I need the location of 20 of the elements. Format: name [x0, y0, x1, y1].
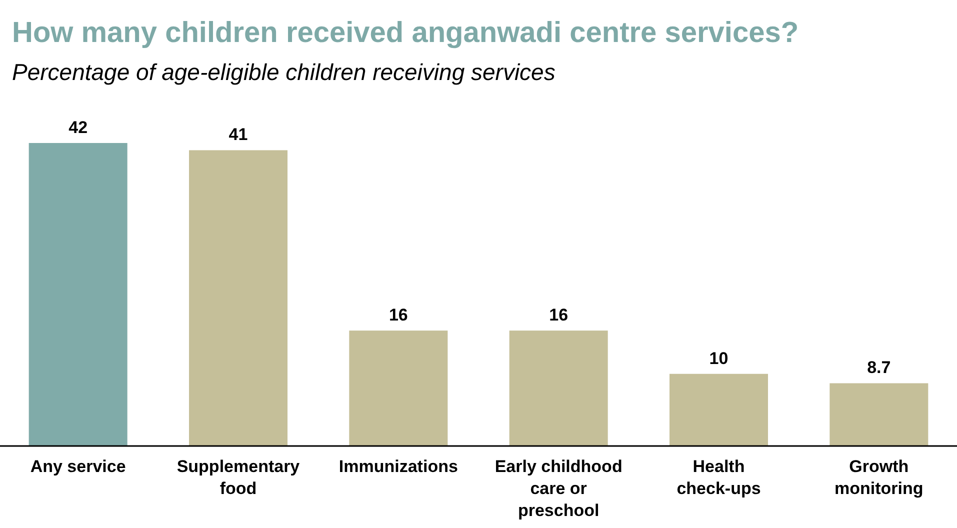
chart-subtitle: Percentage of age-eligible children receiving services	[12, 59, 556, 85]
data-label: 16	[388, 306, 408, 325]
x-tick-label: Supplementary food	[176, 457, 300, 498]
bar	[349, 330, 448, 446]
bar	[670, 374, 768, 446]
bar	[28, 143, 128, 446]
chart-title: How many children received anganwadi centre services?	[12, 17, 799, 49]
x-tick-label: Early childhood care or preschool	[494, 457, 622, 520]
data-label: 8.7	[867, 358, 891, 378]
x-tick-label: Health check-ups	[676, 457, 761, 498]
x-tick-label: Any service	[30, 457, 126, 476]
data-label: 10	[709, 348, 728, 368]
x-tick-label: Growth monitoring	[834, 457, 924, 498]
data-label: 42	[68, 118, 88, 137]
x-tick-label: Immunizations	[338, 457, 458, 476]
bar	[509, 330, 608, 446]
data-label: 16	[549, 306, 568, 325]
bar	[830, 383, 928, 446]
bar	[188, 150, 288, 446]
data-label: 41	[228, 125, 248, 144]
